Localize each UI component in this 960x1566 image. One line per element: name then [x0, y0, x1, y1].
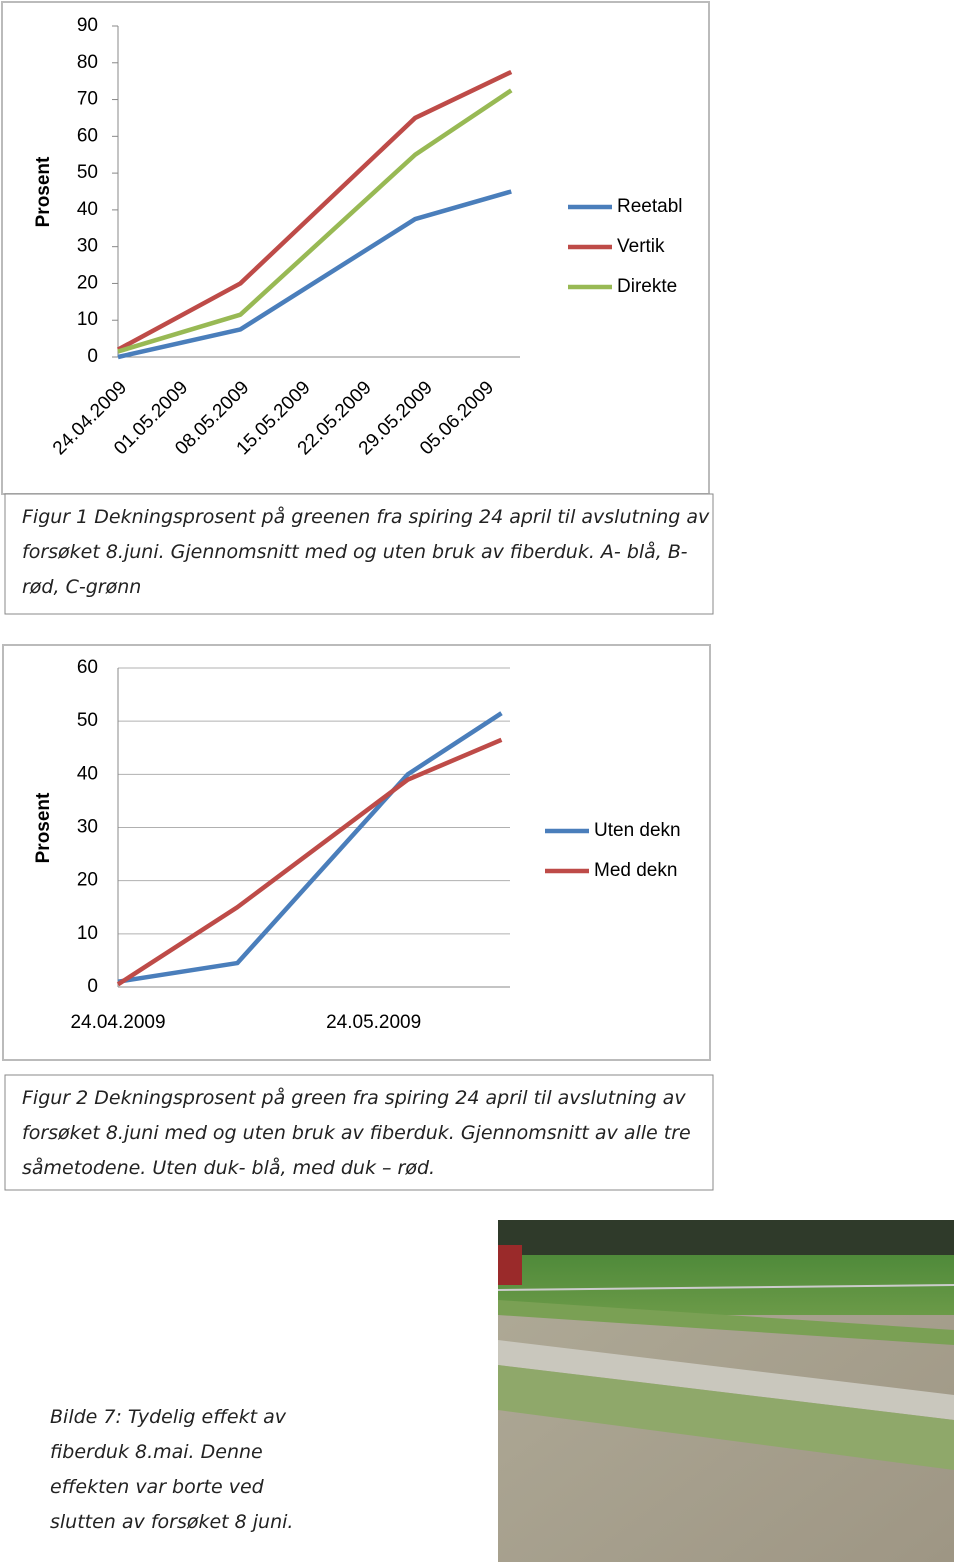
y-tick-label: 10 — [77, 923, 98, 944]
series-line — [117, 711, 503, 984]
y-tick-label: 70 — [77, 89, 98, 110]
y-tick-label: 60 — [77, 125, 98, 146]
series-line — [117, 88, 513, 354]
photo-caption: Bilde 7: Tydelig effekt av fiberduk 8.ma… — [50, 1406, 294, 1533]
y-tick-label: 50 — [77, 162, 98, 183]
y-axis-label: Prosent — [33, 792, 54, 863]
y-tick-label: 10 — [77, 309, 98, 330]
y-axis-label: Prosent — [33, 156, 54, 227]
caption: Figur 1 Dekningsprosent på greenen fra s… — [22, 506, 710, 598]
y-tick-label: 0 — [87, 976, 98, 997]
chart-frame — [2, 644, 711, 1061]
legend-label: Med dekn — [594, 860, 677, 881]
caption: Figur 2 Dekningsprosent på green fra spi… — [22, 1087, 691, 1179]
x-tick-label: 24.05.2009 — [326, 1012, 421, 1033]
series-line — [116, 69, 513, 352]
legend-label: Uten dekn — [594, 820, 681, 841]
legend-label: Vertik — [617, 236, 665, 257]
y-tick-label: 60 — [77, 657, 98, 678]
series-line — [116, 737, 503, 987]
caption-box — [4, 1074, 714, 1191]
legend-label: Direkte — [617, 276, 677, 297]
y-tick-label: 50 — [77, 710, 98, 731]
y-tick-label: 0 — [87, 346, 98, 367]
y-tick-label: 80 — [77, 52, 98, 73]
y-tick-label: 30 — [77, 817, 98, 838]
y-tick-label: 20 — [77, 272, 98, 293]
photo — [497, 1220, 955, 1562]
y-tick-label: 40 — [77, 763, 98, 784]
x-tick-label: 24.04.2009 — [70, 1012, 165, 1033]
legend-label: Reetabl — [617, 196, 683, 217]
y-tick-label: 40 — [77, 199, 98, 220]
y-tick-label: 30 — [77, 236, 98, 257]
series-line — [117, 189, 512, 360]
y-tick-label: 20 — [77, 870, 98, 891]
y-tick-label: 90 — [77, 15, 98, 36]
caption-box — [4, 493, 714, 615]
